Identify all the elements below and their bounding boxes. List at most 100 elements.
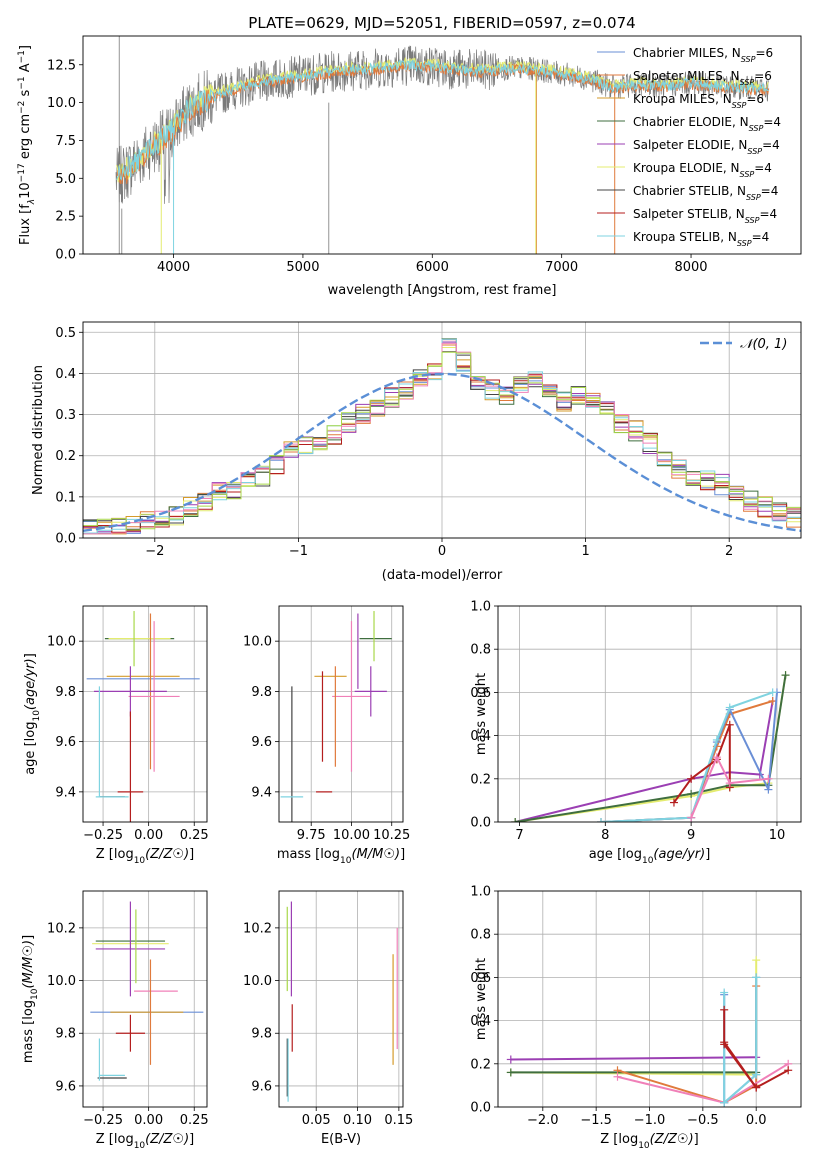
weight-marker xyxy=(613,1072,622,1081)
weight-marker xyxy=(781,671,790,680)
x-tick-label: −1 xyxy=(289,544,308,559)
weight-marker xyxy=(752,1083,761,1092)
x-tick-label: 8 xyxy=(601,828,609,843)
legend-entry: Chabrier ELODIE, NSSP=4 xyxy=(633,115,781,133)
weight_vs_Z-axes: −2.0 −1.5 −1.0 −0.5 0.0 0.0 0.2 0.4 0.6 0.8 1.0 Z [… xyxy=(470,885,802,1151)
x-tick-label: 7 xyxy=(515,828,523,843)
weight-marker xyxy=(752,1070,761,1079)
weight-marker xyxy=(764,785,773,794)
y-tick-label: 0.4 xyxy=(470,1014,491,1029)
y-axis-label: Flux [fλ10−17 erg cm−2 s−1 A−1] xyxy=(17,45,37,245)
model-spectrum-line xyxy=(116,60,770,184)
age_vs_Z-axes: −0.25 0.00 0.25 9.4 9.6 9.8 10.0 Z [log10(Z/Z☉)… xyxy=(23,605,209,866)
x-axis-label: (data-model)/error xyxy=(382,568,503,583)
mass_vs_EBV-axes: 0.05 0.10 0.15 9.6 9.8 10.0 10.2 E(B-V) xyxy=(243,890,413,1147)
y-axis-label: mass weight xyxy=(474,958,489,1040)
spectrum-title: PLATE=0629, MJD=52051, FIBERID=0597, z=0… xyxy=(248,14,635,32)
y-axis-label: mass weight xyxy=(474,673,489,755)
y-tick-label: 0.0 xyxy=(470,816,491,831)
x-tick-label: 10.25 xyxy=(373,828,410,843)
y-tick-label: 1.0 xyxy=(470,885,491,900)
y-tick-label: 10.0 xyxy=(243,635,272,650)
x-tick-label: 0 xyxy=(438,544,446,559)
y-tick-label: 0.0 xyxy=(470,1101,491,1116)
x-tick-label: 0.0 xyxy=(746,1113,767,1128)
plot-frame xyxy=(82,321,802,539)
legend-entry: Chabrier STELIB, NSSP=4 xyxy=(633,184,778,202)
weight-marker xyxy=(597,818,606,822)
y-tick-label: 0.8 xyxy=(470,928,491,943)
x-tick-label: 0.10 xyxy=(343,1113,372,1128)
legend-entry: Kroupa ELODIE, NSSP=4 xyxy=(633,161,772,179)
x-tick-label: 7000 xyxy=(545,260,578,275)
x-tick-label: 10 xyxy=(769,828,786,843)
x-tick-label: 1 xyxy=(581,544,589,559)
y-tick-label: 1.0 xyxy=(470,600,491,615)
weight-series-line xyxy=(723,977,758,1104)
y-tick-label: 9.4 xyxy=(55,785,76,800)
y-tick-label: 0.6 xyxy=(470,686,491,701)
weight-marker xyxy=(764,774,773,783)
model-spectrum-line xyxy=(116,59,769,181)
x-tick-label: 0.15 xyxy=(384,1113,413,1128)
weight-marker xyxy=(712,753,721,762)
x-axis-label: age [log10(age/yr)] xyxy=(589,847,711,866)
observed-spectrum-line xyxy=(115,45,769,204)
legend-entry: Chabrier MILES, NSSP=6 xyxy=(633,46,773,64)
plot-frame xyxy=(497,605,802,823)
x-tick-label: 0.25 xyxy=(180,1113,209,1128)
legend-entry: Salpeter ELODIE, NSSP=4 xyxy=(633,138,780,156)
y-tick-label: 9.8 xyxy=(251,1027,272,1042)
weight-marker xyxy=(725,720,734,729)
x-tick-label: −0.5 xyxy=(687,1113,719,1128)
y-axis-label: age [log10(age/yr)] xyxy=(23,653,42,775)
y-tick-label: 10.0 xyxy=(47,635,76,650)
x-tick-label: 10.00 xyxy=(333,828,370,843)
plot-frame xyxy=(278,890,404,1108)
weight-series-line xyxy=(600,691,774,822)
weight-marker xyxy=(725,779,734,788)
weight_vs_age-axes: 7 8 9 10 0.0 0.2 0.4 0.6 0.8 1.0 age [log10(age/yr… xyxy=(470,600,802,866)
x-tick-label: 6000 xyxy=(416,260,449,275)
x-tick-label: 0.25 xyxy=(180,828,209,843)
weight-series-line xyxy=(510,1056,757,1061)
weight-marker xyxy=(687,774,696,783)
y-tick-label: 0.6 xyxy=(470,971,491,986)
weight-series-line xyxy=(723,977,758,1104)
spectrum-axes: 4000 5000 6000 7000 8000 0.0 2.5 5.0 7.5 10.0 12.5… xyxy=(17,14,802,298)
y-tick-label: 7.5 xyxy=(55,134,76,149)
x-axis-label: E(B-V) xyxy=(321,1132,361,1147)
weight-marker xyxy=(506,1068,515,1077)
weight-marker xyxy=(720,988,729,997)
y-tick-label: 0.2 xyxy=(470,772,491,787)
weight-marker xyxy=(720,1098,729,1107)
x-tick-label: 8000 xyxy=(674,260,707,275)
y-tick-label: 9.8 xyxy=(55,685,76,700)
legend-entry: Kroupa STELIB, NSSP=4 xyxy=(633,230,769,248)
x-tick-label: 9 xyxy=(687,828,695,843)
plot-frame xyxy=(497,890,802,1108)
weight-marker xyxy=(752,956,761,965)
legend-entry: 𝒩(0, 1) xyxy=(740,337,787,352)
y-tick-label: 10.2 xyxy=(243,921,272,936)
weight-marker xyxy=(687,813,696,822)
y-tick-label: 0.3 xyxy=(55,408,76,423)
y-tick-label: 9.6 xyxy=(55,735,76,750)
x-tick-label: −2 xyxy=(145,544,164,559)
weight-marker xyxy=(725,703,734,712)
x-axis-label: Z [log10(Z/Z☉)] xyxy=(600,1132,698,1151)
plot-frame xyxy=(82,605,208,823)
y-axis-label: mass [log10(M/M☉)] xyxy=(21,935,40,1063)
y-tick-label: 0.4 xyxy=(55,367,76,382)
plot-frame xyxy=(82,890,208,1108)
y-tick-label: 9.4 xyxy=(251,785,272,800)
weight-marker xyxy=(712,735,721,744)
y-tick-label: 12.5 xyxy=(47,58,76,73)
y-tick-label: 0.2 xyxy=(55,449,76,464)
plot-frame xyxy=(278,605,404,823)
x-tick-label: 0.00 xyxy=(134,828,163,843)
x-tick-label: 5000 xyxy=(286,260,319,275)
residual-histogram xyxy=(83,351,801,531)
x-tick-label: −1.0 xyxy=(634,1113,666,1128)
